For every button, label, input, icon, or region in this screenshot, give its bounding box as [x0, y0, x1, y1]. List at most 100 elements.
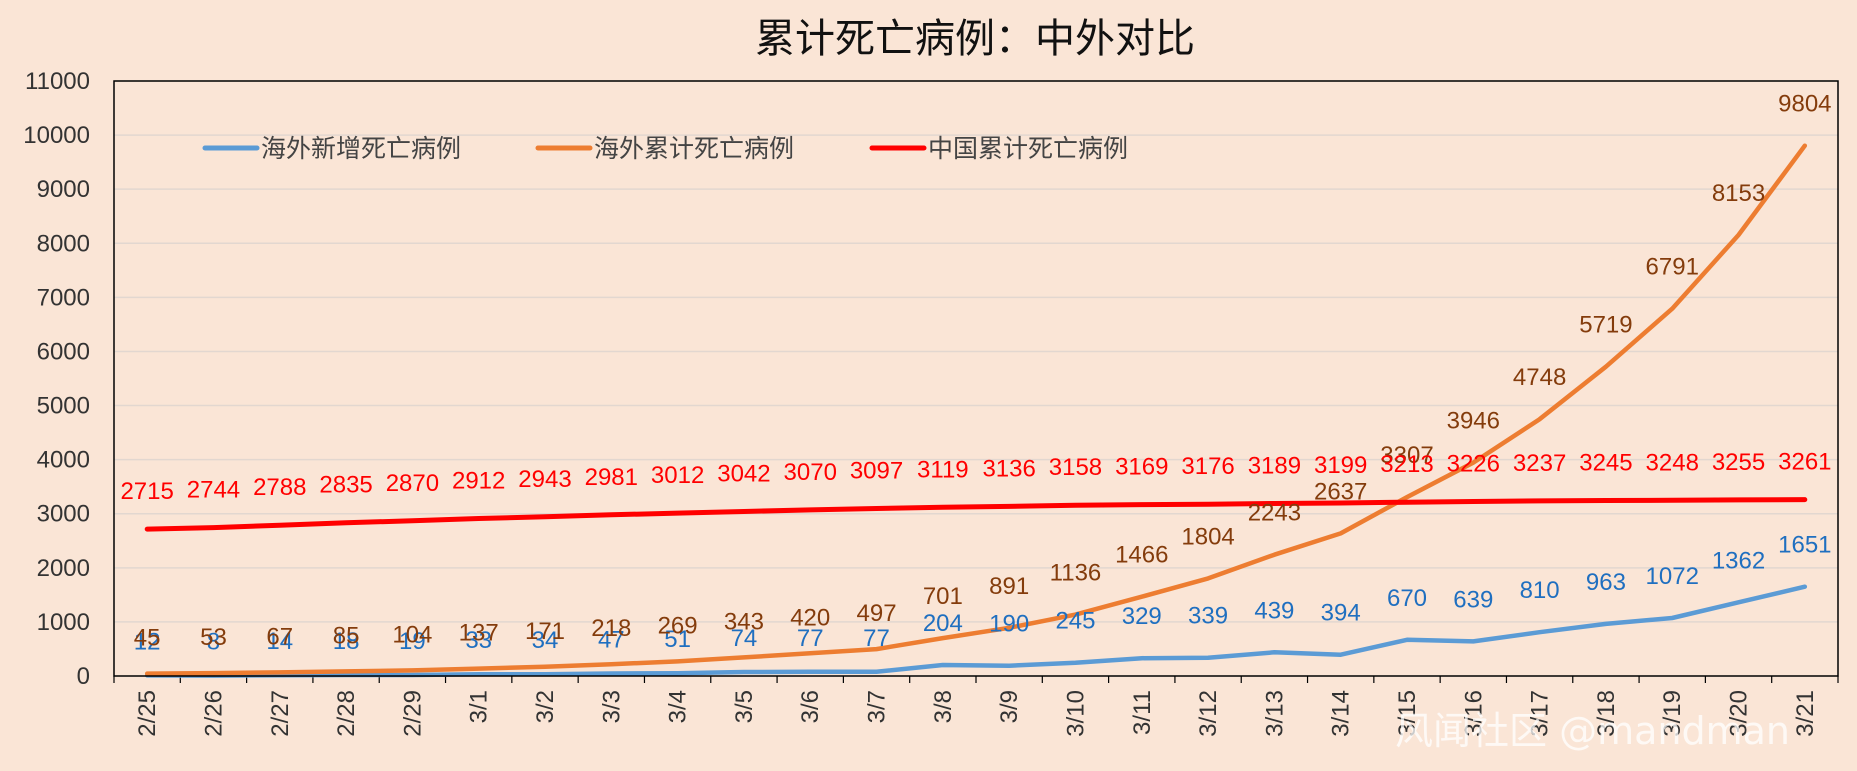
y-tick-label: 10000: [23, 122, 90, 149]
x-tick-label: 3/5: [731, 690, 758, 723]
data-label: 891: [989, 573, 1029, 600]
data-label: 34: [532, 627, 559, 654]
data-label: 810: [1520, 577, 1560, 604]
data-label: 171: [525, 618, 565, 645]
data-label: 1072: [1646, 563, 1699, 590]
data-label: 45: [134, 625, 161, 652]
data-label: 3307: [1380, 442, 1433, 469]
x-tick-label: 2/26: [200, 690, 227, 737]
x-axis: 2/25 2/26 2/27 2/28 2/29 3/1 3/2 3/3 3/4 3/5 3/6 3/…: [113, 676, 1839, 737]
data-label: 1362: [1712, 547, 1765, 574]
data-label: 2912: [452, 467, 505, 494]
data-label: 3213: [1380, 451, 1433, 478]
data-label: 77: [863, 625, 890, 652]
data-label: 2835: [319, 472, 372, 499]
data-label: 394: [1321, 600, 1361, 627]
watermark: 风闻社区 @mandman: [1395, 709, 1790, 753]
data-label: 670: [1387, 585, 1427, 612]
series-line: [144, 143, 1808, 676]
data-label: 2943: [518, 466, 571, 493]
data-label: 420: [790, 604, 830, 631]
data-label: 74: [731, 625, 758, 652]
data-label: 9804: [1778, 91, 1831, 118]
x-tick-label: 3/9: [996, 690, 1023, 723]
data-label: 3136: [982, 455, 1035, 482]
x-tick-label: 3/21: [1792, 690, 1819, 737]
data-label: 1804: [1181, 523, 1234, 550]
data-label: 3158: [1049, 454, 1102, 481]
data-label: 104: [392, 621, 432, 648]
data-label: 3189: [1248, 453, 1301, 480]
plot-frame: [113, 80, 1839, 677]
y-tick-label: 8000: [37, 230, 90, 257]
data-label: 18: [333, 628, 360, 655]
x-tick-label: 3/13: [1261, 690, 1288, 737]
data-label: 3169: [1115, 454, 1168, 481]
x-tick-label: 3/20: [1726, 690, 1753, 737]
data-label: 2788: [253, 474, 306, 501]
data-label: 47: [598, 626, 625, 653]
data-labels: 12 8 14 18 19 33 34 47 51 74 77 77 204 190 245 329 339 43…: [120, 91, 1831, 656]
data-label: 3042: [717, 460, 770, 487]
x-tick-label: 3/18: [1593, 690, 1620, 737]
x-tick-label: 2/28: [333, 690, 360, 737]
data-label: 190: [989, 611, 1029, 638]
x-tick-label: 3/14: [1328, 690, 1355, 737]
data-label: 218: [591, 615, 631, 642]
data-label: 2870: [386, 470, 439, 497]
x-tick-label: 3/12: [1195, 690, 1222, 737]
legend-label: 中国累计死亡病例: [928, 134, 1128, 163]
data-label: 329: [1122, 603, 1162, 630]
x-tick-label: 3/6: [797, 690, 824, 723]
y-tick-label: 9000: [37, 176, 90, 203]
data-label: 3261: [1778, 449, 1831, 476]
data-label: 3176: [1181, 453, 1234, 480]
data-label: 343: [724, 608, 764, 635]
x-tick-label: 3/8: [930, 690, 957, 723]
data-label: 53: [200, 624, 227, 651]
data-label: 963: [1586, 569, 1626, 596]
data-label: 137: [459, 620, 499, 647]
x-tick-label: 3/11: [1129, 690, 1156, 735]
data-label: 6791: [1646, 254, 1699, 281]
x-tick-label: 3/1: [466, 690, 493, 723]
x-tick-label: 3/4: [665, 690, 692, 723]
x-tick-label: 3/16: [1460, 690, 1487, 737]
data-label: 2744: [187, 477, 240, 504]
legend[interactable]: 海外新增死亡病例 海外累计死亡病例 中国累计死亡病例: [202, 134, 1128, 163]
x-tick-label: 3/10: [1062, 690, 1089, 737]
data-label: 3248: [1646, 449, 1699, 476]
data-label: 8: [207, 629, 220, 656]
chart-title: 累计死亡病例：中外对比: [755, 16, 1195, 62]
y-tick-label: 0: [77, 663, 90, 690]
data-label: 2243: [1248, 500, 1301, 527]
data-label: 5719: [1579, 312, 1632, 339]
data-label: 1466: [1115, 542, 1168, 569]
data-label: 51: [664, 626, 691, 653]
data-label: 439: [1254, 597, 1294, 624]
legend-label: 海外累计死亡病例: [594, 134, 794, 163]
series-line: [144, 584, 1808, 678]
y-axis: 0 1000 2000 3000 4000 5000 6000 7000 8000 9000 100…: [23, 68, 90, 690]
data-label: 67: [266, 623, 293, 650]
data-label: 339: [1188, 603, 1228, 630]
x-tick-label: 3/2: [532, 690, 559, 723]
y-tick-label: 4000: [37, 447, 90, 474]
data-label: 3012: [651, 462, 704, 489]
data-label: 4748: [1513, 364, 1566, 391]
data-label: 3199: [1314, 452, 1367, 479]
x-tick-label: 3/15: [1394, 690, 1421, 737]
data-label: 497: [857, 600, 897, 627]
series-lines: [144, 143, 1808, 678]
x-tick-label: 3/17: [1527, 690, 1554, 737]
data-label: 639: [1453, 586, 1493, 613]
data-label: 204: [923, 610, 963, 637]
y-tick-label: 3000: [37, 501, 90, 528]
x-tick-label: 3/3: [598, 690, 625, 723]
data-label: 245: [1055, 608, 1095, 635]
data-label: 3245: [1579, 449, 1632, 476]
data-label: 14: [266, 628, 293, 655]
data-label: 3119: [917, 456, 969, 483]
y-tick-label: 2000: [37, 555, 90, 582]
data-label: 3255: [1712, 449, 1765, 476]
